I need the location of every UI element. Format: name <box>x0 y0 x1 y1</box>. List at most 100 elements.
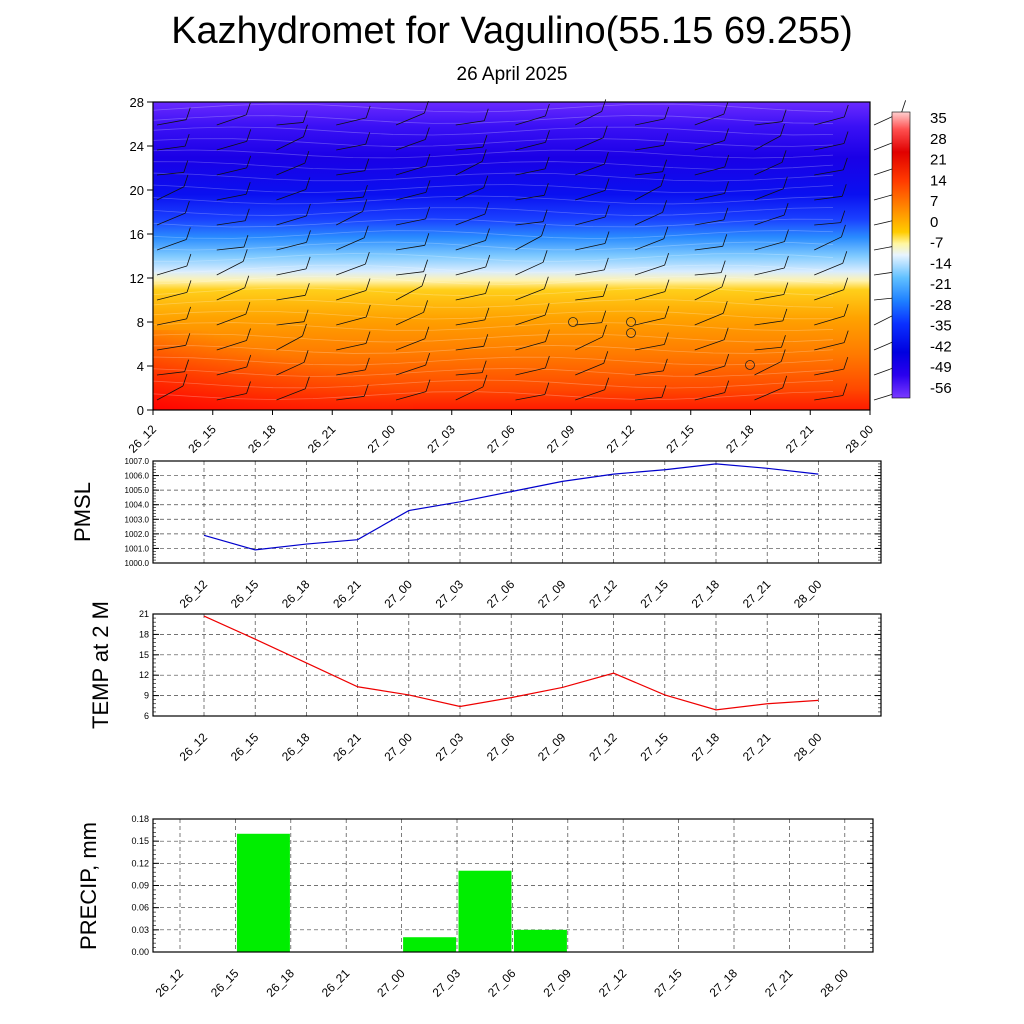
contour-line <box>152 253 834 262</box>
wind-barb-shaft <box>216 246 244 251</box>
wind-barb-feather <box>603 257 609 271</box>
wind-barb-shaft <box>276 321 305 326</box>
precip-x-tick-label: 27_21 <box>762 966 796 1000</box>
wind-barb-shaft <box>634 211 663 226</box>
wind-barb-feather <box>722 301 728 314</box>
wind-barb-shaft <box>336 290 367 301</box>
wind-barb-feather <box>364 357 370 371</box>
wind-barb-shaft <box>575 389 605 401</box>
pmsl-y-tick-label: 1002.0 <box>125 530 150 539</box>
wind-barb-shaft <box>814 222 841 226</box>
chart-subtitle: 26 April 2025 <box>456 64 568 85</box>
wind-barb-shaft <box>694 365 725 376</box>
wind-barb-feather <box>365 132 371 145</box>
wind-barb-shaft <box>814 342 845 351</box>
temp-y-tick-label: 6 <box>144 711 149 721</box>
wind-barb-shaft <box>455 161 483 176</box>
temp-x-tick-label: 27_06 <box>484 730 518 764</box>
wind-barb-feather <box>363 225 369 238</box>
wind-barb-shaft <box>515 115 546 126</box>
wind-barb-shaft <box>694 272 722 276</box>
wind-barb-shaft <box>336 170 365 176</box>
wind-barb-feather <box>302 110 308 123</box>
wind-barb-shaft <box>694 113 724 126</box>
wind-barb-feather <box>242 249 248 262</box>
precip-y-axis: 0.00 0.03 0.06 0.09 0.12 0.15 0.18 <box>131 814 873 957</box>
wind-barb-feather <box>842 251 848 264</box>
wind-barb-shaft <box>395 192 427 201</box>
wind-barb-shaft <box>336 343 367 351</box>
wind-barb-feather <box>304 376 310 389</box>
wind-barb-shaft <box>336 211 363 226</box>
wind-barb-shaft <box>216 287 245 301</box>
precip-bar <box>236 833 290 952</box>
wind-barb-feather <box>544 302 550 316</box>
wind-barb-feather <box>425 352 431 366</box>
wind-barb-shaft <box>395 391 427 401</box>
wind-barb-shaft <box>276 136 304 151</box>
wind-barb-shaft <box>156 239 187 251</box>
precip-ylabel: PRECIP, mm <box>76 822 101 950</box>
wind-barb-shaft <box>634 238 664 251</box>
wind-barb-feather <box>663 226 669 239</box>
wind-barb-shaft <box>575 163 605 176</box>
wind-barb-shaft <box>336 237 365 251</box>
colorbar-tick-label: -7 <box>930 235 943 252</box>
wind-barbs <box>156 99 909 401</box>
wind-barb-shaft <box>455 187 484 201</box>
heatmap-y-tick-label: 20 <box>130 183 144 198</box>
precip-y-tick-label: 0.00 <box>131 947 149 957</box>
heatmap-y-tick-label: 24 <box>130 139 144 154</box>
contour-line <box>152 379 834 389</box>
heatmap-x-tick-label: 27_09 <box>544 422 578 456</box>
wind-barb-feather <box>783 202 789 216</box>
wind-barb-shaft <box>216 193 247 201</box>
wind-barb-feather <box>542 209 548 222</box>
wind-barb-shaft <box>276 294 306 301</box>
wind-barb-feather <box>662 159 667 172</box>
colorbar-tick-label: 21 <box>930 152 947 169</box>
wind-barb-feather <box>724 154 730 168</box>
wind-barb-feather <box>783 282 789 295</box>
wind-barb-shaft <box>634 344 665 351</box>
wind-barb-shaft <box>694 392 725 401</box>
wind-barb-feather <box>723 327 729 340</box>
wind-barb-feather <box>543 276 549 289</box>
wind-barb-shaft <box>336 395 365 401</box>
pmsl-ylabel: PMSL <box>70 482 95 542</box>
wind-barb-feather <box>483 334 489 347</box>
wind-barb-shaft <box>156 385 184 401</box>
wind-barb-shaft <box>634 370 664 376</box>
wind-barb-shaft <box>276 162 306 176</box>
wind-barb-feather <box>662 200 667 213</box>
wind-barb-shaft <box>216 140 247 151</box>
heatmap-x-tick-label: 26_21 <box>305 422 339 456</box>
heatmap-x-tick-label: 27_21 <box>783 422 817 456</box>
precip-x-tick-label: 28_00 <box>817 966 851 1000</box>
precip-x-tick-label: 27_06 <box>485 966 519 1000</box>
heatmap-x-tick-label: 27_00 <box>365 422 399 456</box>
wind-barb-shaft <box>634 396 663 401</box>
wind-barb-feather <box>424 233 430 246</box>
wind-barb-feather <box>843 356 849 370</box>
wind-barb-shaft <box>216 340 247 351</box>
wind-barb-feather <box>781 150 787 163</box>
contour-line <box>152 333 834 343</box>
wind-barb-feather <box>246 328 251 341</box>
wind-barb-feather <box>901 100 906 113</box>
wind-barb-feather <box>246 155 252 168</box>
pmsl-y-tick-label: 1000.0 <box>125 559 150 568</box>
contour-line <box>152 310 834 320</box>
wind-barb-shaft <box>814 262 843 276</box>
wind-barb-feather <box>842 157 848 171</box>
wind-barb-feather <box>784 229 789 242</box>
wind-barb-shaft <box>694 193 725 201</box>
precip-x-tick-label: 26_18 <box>263 966 297 1000</box>
wind-barb-feather <box>541 223 546 237</box>
wind-barb-feather <box>660 173 666 187</box>
wind-barb-shaft <box>694 219 724 226</box>
heatmap-y-tick-label: 28 <box>130 95 144 110</box>
wind-barb-feather <box>365 105 371 118</box>
wind-barb-shaft <box>455 319 485 326</box>
temp-x-tick-label: 28_00 <box>791 730 825 764</box>
